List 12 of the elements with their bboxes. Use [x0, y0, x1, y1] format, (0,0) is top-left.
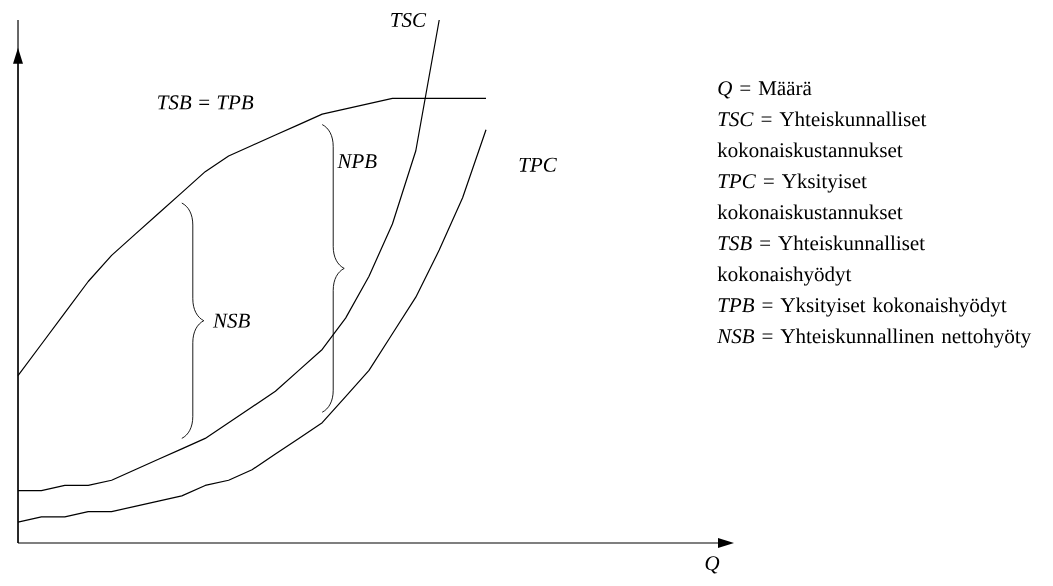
annotation: TPC = Yksityiset kokonaiskustannukset: [717, 173, 903, 220]
annotation: Q = Määrä: [718, 81, 812, 99]
annotation: NSB = Yhteiskunnallinen nettohyöty: [717, 328, 1032, 348]
annotation: NSB: [212, 313, 250, 328]
series-label: TPC: [519, 157, 557, 172]
annotation: TSB = Yhteiskunnalliset kokonaishyödyt: [717, 235, 925, 286]
series-label: TSB = TPB: [158, 95, 254, 110]
annotation: NPB: [337, 154, 377, 169]
annotation: TSC = Yhteiskunnalliset kokonaiskustannukset: [717, 111, 927, 158]
annotation: TPB = Yksityiset kokonaishyödyt: [718, 297, 1007, 317]
x-axis-title: Q: [705, 556, 720, 574]
series-label: TSC: [391, 12, 427, 28]
